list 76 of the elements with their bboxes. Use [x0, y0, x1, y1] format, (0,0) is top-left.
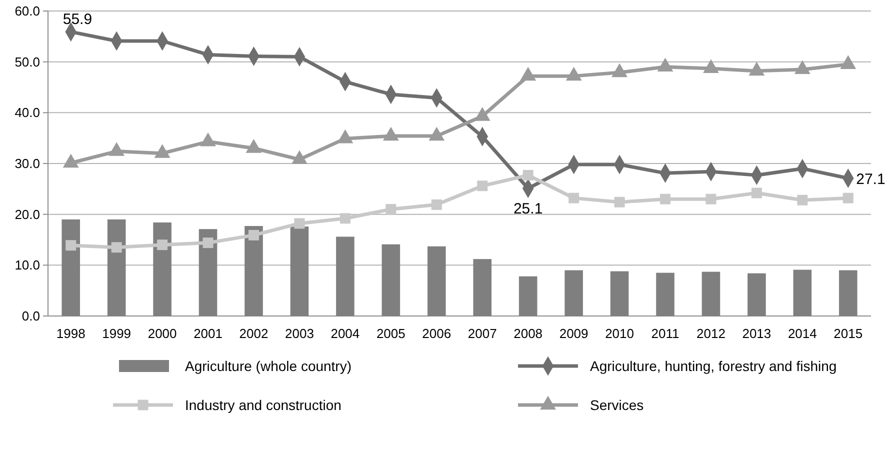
point: [660, 194, 670, 204]
bar: [564, 270, 583, 316]
x-tick-label: 2013: [742, 326, 772, 341]
point: [431, 199, 442, 210]
point: [294, 218, 305, 229]
x-tick-label: 2004: [330, 326, 360, 341]
legend-label: Agriculture, hunting, forestry and fishing: [590, 358, 837, 374]
point: [703, 59, 719, 74]
x-tick-label: 1998: [56, 326, 86, 341]
y-tick-label: 40.0: [14, 105, 40, 120]
bar: [382, 244, 400, 316]
point: [748, 62, 765, 76]
bar: [838, 270, 858, 316]
x-tick-label: 2006: [422, 326, 452, 341]
x-tick-label: 2002: [239, 326, 268, 341]
point: [157, 240, 168, 250]
bar: [610, 271, 629, 316]
bar: [793, 270, 812, 316]
x-tick-label: 2001: [194, 326, 222, 341]
legend-label: Services: [590, 396, 644, 413]
bar: [427, 246, 446, 316]
bar: [748, 273, 766, 316]
point: [520, 66, 536, 81]
x-tick-label: 2005: [376, 326, 406, 341]
point: [202, 238, 214, 248]
point: [568, 192, 580, 204]
y-tick-label: 50.0: [14, 54, 40, 70]
point: [751, 188, 762, 198]
x-tick-label: 1999: [102, 326, 132, 341]
point: [566, 66, 582, 81]
x-tick-label: 2011: [651, 326, 680, 341]
x-tick-label: 2009: [559, 326, 588, 341]
data-label: 55.9: [62, 10, 92, 28]
x-tick-label: 2007: [468, 326, 497, 341]
y-tick-label: 20.0: [14, 206, 40, 222]
point: [386, 204, 396, 214]
data-label: 25.1: [513, 200, 543, 218]
point: [706, 194, 716, 204]
y-tick-label: 30.0: [14, 156, 40, 172]
point: [842, 192, 854, 204]
bar: [336, 236, 354, 316]
point: [340, 213, 350, 224]
y-tick-label: 0.0: [22, 308, 40, 324]
x-tick-label: 2003: [285, 326, 314, 341]
bar: [656, 272, 674, 316]
point: [657, 58, 674, 72]
x-tick-label: 2010: [605, 326, 634, 341]
y-tick-label: 60.0: [14, 4, 40, 19]
bar: [518, 276, 538, 316]
data-label: 27.1: [856, 171, 886, 188]
x-tick-label: 2014: [788, 326, 817, 341]
bar: [244, 226, 263, 316]
bar: [702, 272, 720, 316]
point: [477, 180, 488, 192]
x-tick-label: 2015: [834, 326, 863, 341]
point: [111, 242, 122, 253]
point: [614, 196, 625, 208]
bar: [290, 226, 309, 316]
legend-label: Industry and construction: [185, 396, 342, 413]
bar: [153, 222, 172, 316]
legend-label: Agriculture (whole country): [185, 358, 352, 374]
x-tick-label: 2008: [514, 326, 543, 341]
point: [794, 60, 810, 74]
bar: [62, 219, 80, 316]
point: [840, 55, 856, 69]
point: [66, 240, 76, 251]
point: [248, 230, 259, 240]
bar: [473, 259, 492, 316]
point: [612, 63, 628, 78]
bar: [198, 229, 218, 316]
x-tick-label: 2000: [148, 326, 177, 341]
point: [797, 194, 808, 206]
point: [522, 170, 534, 180]
x-tick-label: 2012: [696, 326, 726, 341]
y-tick-label: 10.0: [14, 258, 40, 273]
bar: [107, 219, 126, 316]
